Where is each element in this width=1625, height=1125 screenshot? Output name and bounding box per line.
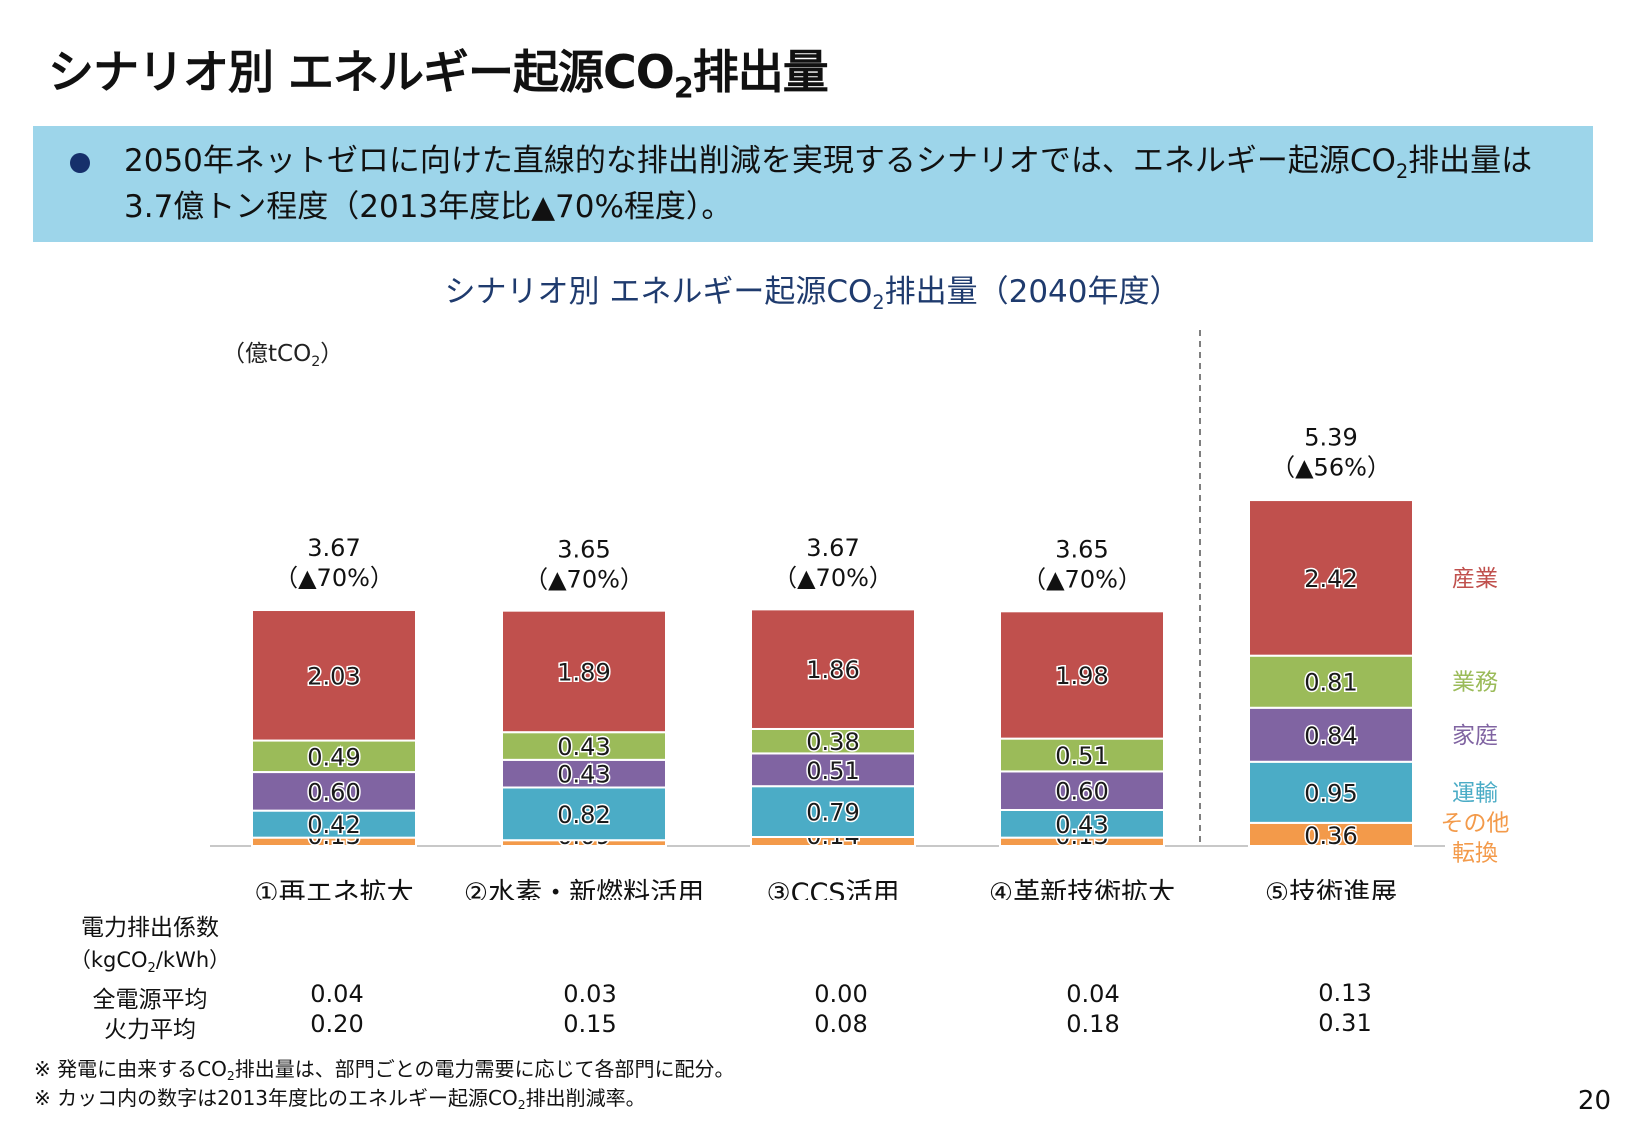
legend-label: 運輸 (1452, 780, 1498, 806)
coef-value: 0.04 (310, 980, 364, 1008)
data-label: 2.03 (307, 662, 360, 690)
coef-value: 0.15 (563, 1010, 617, 1038)
bar-segment (1248, 499, 1414, 657)
bar-segment (501, 731, 667, 761)
bar-segment (501, 609, 667, 734)
reduction-label: （▲56%） (1271, 453, 1391, 481)
bar-segment (501, 786, 667, 842)
bar-segment (501, 758, 667, 789)
data-label: 0.36 (1304, 822, 1357, 850)
bar-segment (999, 808, 1165, 839)
data-label: 0.82 (557, 801, 610, 829)
coef-row-label-all: 全電源平均 (92, 987, 208, 1013)
reduction-label: （▲70%） (773, 564, 893, 592)
coef-value: 0.20 (310, 1010, 364, 1038)
coef-header-title: 電力排出係数 (81, 915, 219, 941)
data-label: 2.42 (1304, 565, 1357, 593)
total-label: 3.67 (806, 534, 859, 562)
category-label: ⑤技術進展 (1265, 878, 1397, 900)
bar-segment (999, 770, 1165, 811)
coef-value: 0.13 (1318, 979, 1372, 1007)
bar-segment (750, 608, 916, 730)
data-label: 0.43 (557, 733, 610, 761)
category-label: ③CCS活用 (766, 878, 899, 900)
data-label: 0.43 (557, 761, 610, 789)
data-label: 0.84 (1304, 722, 1357, 750)
data-label: 0.95 (1304, 779, 1357, 807)
data-label: 0.60 (1055, 778, 1108, 806)
bar-segment (251, 771, 417, 812)
data-label: 1.89 (557, 658, 610, 686)
legend-label: 家庭 (1452, 723, 1498, 749)
coef-header: 電力排出係数 （kgCO2/kWh） (60, 912, 240, 980)
category-label: ②水素・新燃料活用 (464, 878, 704, 900)
bullet-dot-icon (70, 153, 90, 173)
coef-row-label-thermal: 火力平均 (104, 1017, 196, 1043)
footnote-1: ※ 発電に由来するCO2排出量は、部門ごとの電力需要に応じて各部門に配分。 (34, 1057, 735, 1084)
chart-title: シナリオ別 エネルギー起源CO2排出量（2040年度） (444, 274, 1181, 314)
coef-value: 0.08 (814, 1010, 868, 1038)
data-label: 0.81 (1304, 669, 1357, 697)
legend-label: その他 (1441, 810, 1510, 836)
data-label: 0.51 (806, 757, 859, 785)
data-label: 0.38 (806, 728, 859, 756)
bar-segment (251, 809, 417, 839)
bar-segment (750, 785, 916, 838)
legend-label: 転換 (1452, 840, 1498, 866)
summary-box (33, 126, 1593, 242)
category-label: ④革新技術拡大 (989, 878, 1175, 900)
bar-segment (251, 609, 417, 742)
footnote-2: ※ カッコ内の数字は2013年度比のエネルギー起源CO2排出削減率。 (34, 1086, 646, 1113)
reduction-label: （▲70%） (524, 565, 644, 593)
data-label: 1.86 (806, 656, 859, 684)
data-label: 0.49 (307, 743, 360, 771)
coef-header-unit: （kgCO2/kWh） (69, 948, 231, 976)
data-label: 0.43 (1055, 811, 1108, 839)
bar-segment (999, 610, 1165, 740)
page-number: 20 (1577, 1086, 1611, 1116)
data-label: 0.51 (1055, 742, 1108, 770)
bar-segment (1248, 654, 1414, 709)
bar-segment (1248, 760, 1414, 824)
summary-text: 2050年ネットゼロに向けた直線的な排出削減を実現するシナリオでは、エネルギー起… (124, 143, 1533, 225)
coef-value: 0.04 (1066, 980, 1120, 1008)
data-label: 0.60 (307, 778, 360, 806)
slide-title: シナリオ別 エネルギー起源CO2排出量 (48, 45, 829, 105)
coef-value: 0.00 (814, 980, 868, 1008)
data-label: 0.42 (307, 811, 360, 839)
total-label: 3.65 (557, 535, 610, 563)
legend-label: 業務 (1452, 670, 1498, 696)
bar-segment (750, 727, 916, 755)
stacked-bar-chart: 0.130.420.600.492.033.67（▲70%）①再エネ拡大0.09… (210, 330, 1510, 900)
data-label: 0.79 (806, 799, 859, 827)
reduction-label: （▲70%） (274, 564, 394, 592)
chart-unit-label: （億tCO2） (222, 341, 344, 370)
total-label: 3.67 (307, 534, 360, 562)
data-label: 1.98 (1055, 662, 1108, 690)
coef-value: 0.18 (1066, 1010, 1120, 1038)
total-label: 5.39 (1304, 423, 1357, 451)
category-label: ①再エネ拡大 (254, 878, 413, 900)
coef-value: 0.03 (563, 980, 617, 1008)
total-label: 3.65 (1055, 535, 1108, 563)
reduction-label: （▲70%） (1022, 565, 1142, 593)
legend-label: 産業 (1452, 566, 1498, 592)
coef-value: 0.31 (1318, 1009, 1372, 1037)
